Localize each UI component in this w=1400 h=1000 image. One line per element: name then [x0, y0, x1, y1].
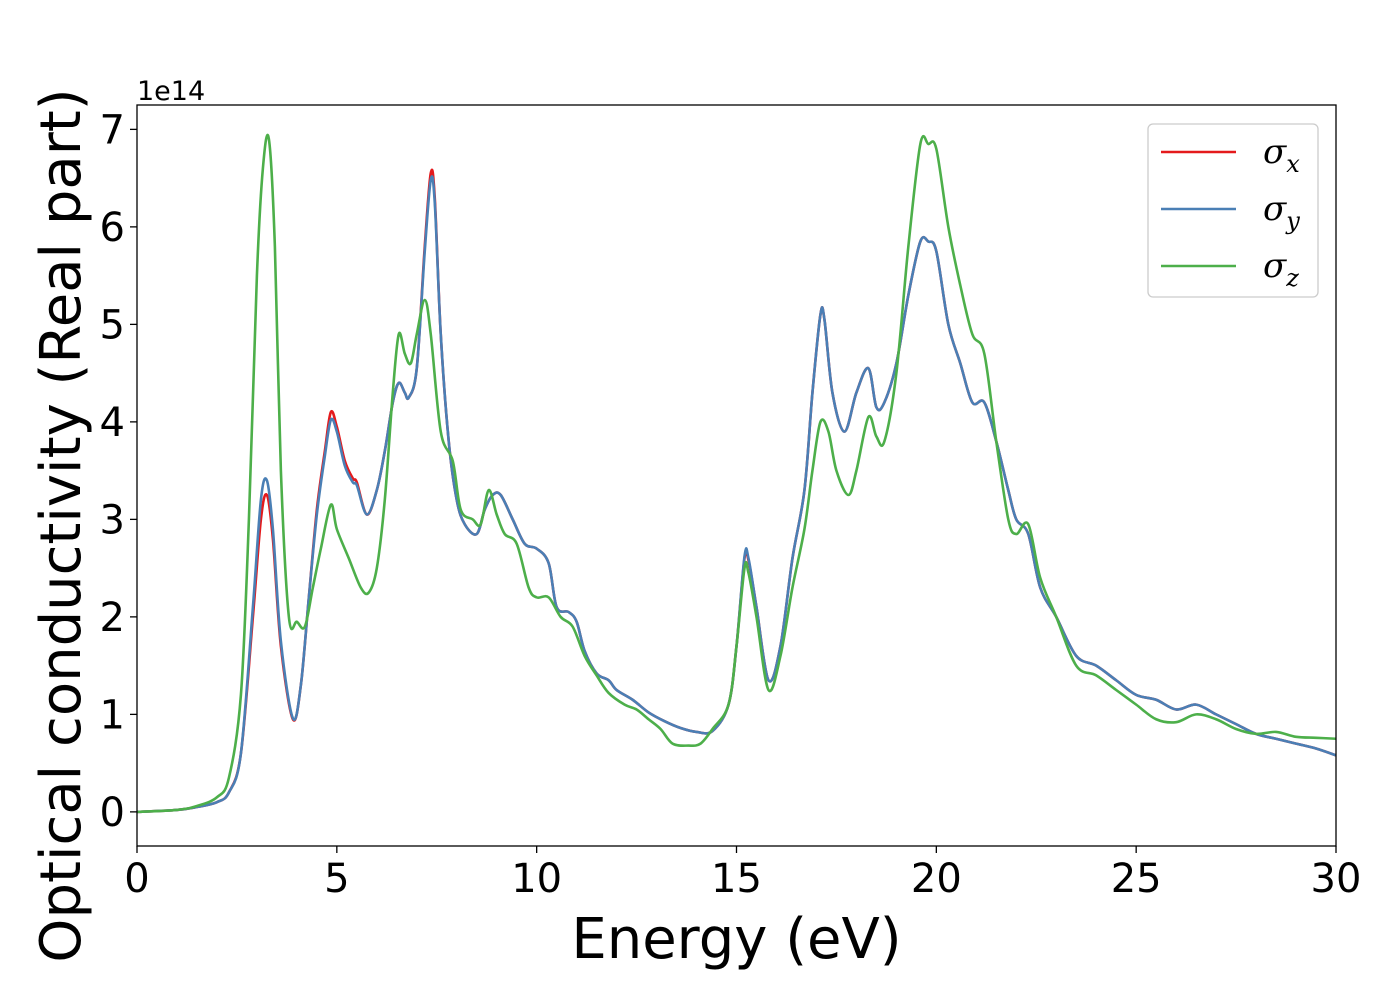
legend-label-z: σz: [1263, 246, 1299, 292]
y-tick-label: 2: [100, 595, 125, 641]
legend-label-x: σx: [1263, 132, 1300, 178]
x-tick-label: 30: [1311, 856, 1362, 902]
y-axis-title: Optical conductivity (Real part): [29, 88, 94, 962]
y-tick-label: 5: [100, 302, 125, 348]
y-tick-label: 7: [100, 107, 125, 153]
y-offset-label: 1e14: [137, 76, 205, 107]
plot-area: [137, 133, 1336, 814]
axis-ticks: 0 5 10 15 20 25 30 0 1 2 3 4 5 6 7: [100, 107, 1362, 902]
legend-label-y: σy: [1263, 189, 1300, 235]
x-axis-title: Energy (eV): [571, 907, 901, 972]
legend-box: [1147, 123, 1319, 298]
x-tick-label: 15: [711, 856, 762, 902]
legend: σx σy σz: [1147, 123, 1319, 298]
y-tick-label: 3: [100, 497, 125, 543]
x-tick-label: 10: [511, 856, 562, 902]
y-tick-label: 4: [100, 400, 125, 446]
y-tick-label: 1: [100, 692, 125, 738]
series-line-z: [137, 133, 1336, 814]
x-tick-label: 5: [324, 856, 349, 902]
series-line-y: [137, 175, 1336, 814]
y-tick-label: 6: [100, 205, 125, 251]
x-tick-label: 25: [1111, 856, 1162, 902]
x-tick-label: 0: [124, 856, 149, 902]
y-tick-label: 0: [100, 790, 125, 836]
x-tick-label: 20: [911, 856, 962, 902]
